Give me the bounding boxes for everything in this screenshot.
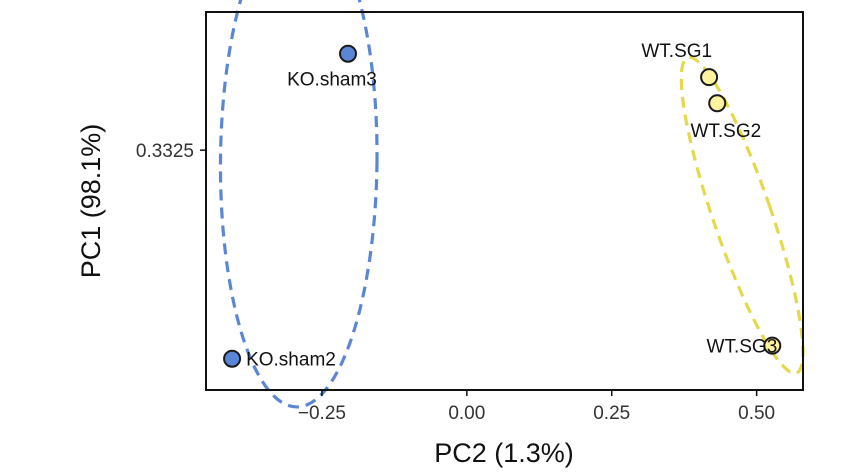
ellipse-ko-sham <box>218 0 379 409</box>
plot-frame <box>205 11 804 391</box>
x-tick-label-0-50: 0.50 <box>738 403 775 424</box>
x-tick-label-0-00: 0.00 <box>448 403 485 424</box>
ellipse-wt-sg <box>679 55 805 375</box>
y-axis-title: PC1 (98.1%) <box>76 124 106 279</box>
point-wt-sg1 <box>700 68 719 87</box>
point-wt-sg3 <box>763 336 782 355</box>
point-ko-sham3 <box>339 44 358 63</box>
point-labels: KO.sham1KO.sham3KO.sham2KO.SG3KO.SG1KO.S… <box>246 41 778 371</box>
x-axis-title: PC2 (1.3%) <box>434 438 574 468</box>
label-wt-sg1: WT.SG1 <box>641 41 712 62</box>
axis-ticks: −0.250.000.250.500.33250.3350 <box>136 141 775 424</box>
x-tick-label-0-25: 0.25 <box>593 403 630 424</box>
y-tick-label-0-3325: 0.3325 <box>136 141 194 162</box>
label-wt-sg2: WT.SG2 <box>690 121 761 142</box>
point-wt-sg2 <box>708 94 727 113</box>
group-ellipses <box>218 0 805 409</box>
data-points <box>223 44 782 368</box>
label-wt-sg3: WT.SG3 <box>707 337 778 358</box>
point-ko-sham2 <box>223 349 242 368</box>
label-ko-sham3: KO.sham3 <box>287 70 377 91</box>
label-ko-sham2: KO.sham2 <box>246 350 336 371</box>
x-tick-label-0-25: −0.25 <box>298 403 346 424</box>
